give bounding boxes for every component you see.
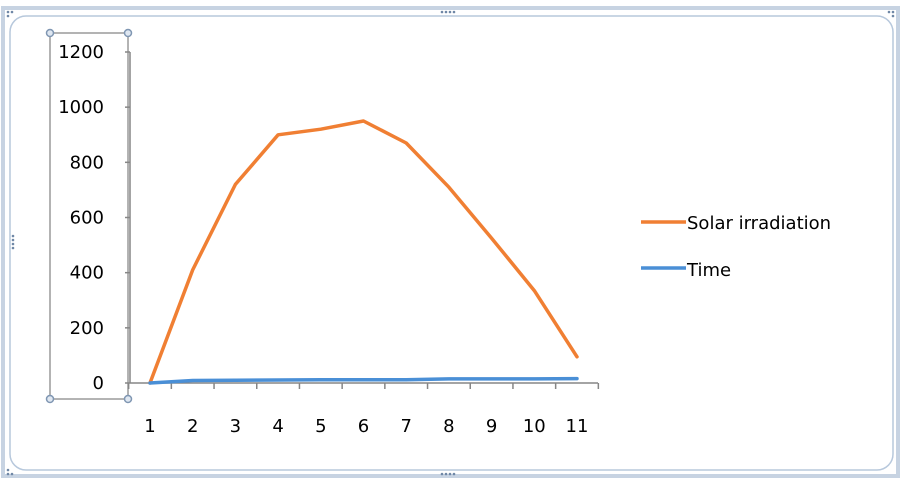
x-axis-ticks: 1 2 3 4 5 6 7 8 9 10 11 [127,383,600,437]
x-tick-label: 9 [486,416,497,437]
x-tick-label: 11 [566,416,589,437]
y-axis-selection-box[interactable] [49,32,129,400]
x-tick-label: 6 [358,416,369,437]
frame-handle-bottom-left[interactable] [6,468,14,476]
x-tick-label: 3 [230,416,241,437]
legend-label-solar-irradiation: Solar irradiation [687,213,831,234]
legend-label-time: Time [686,260,731,281]
y-axis-ticks: 0 200 400 600 800 1000 1200 [58,42,130,394]
x-tick-label: 7 [400,416,411,437]
x-tick-label: 4 [272,416,283,437]
y-tick-label: 400 [70,263,104,284]
frame-handle-left[interactable] [11,234,15,250]
frame-handle-top[interactable] [440,10,456,14]
y-axis-selection-handles[interactable] [45,28,133,404]
frame-handle-top-left[interactable] [6,10,14,18]
y-tick-label: 1200 [58,42,104,63]
y-tick-label: 1000 [58,97,104,118]
series-line-solar-irradiation[interactable] [148,119,579,385]
legend-item-solar-irradiation[interactable]: Solar irradiation [641,213,831,234]
plot-series [148,119,579,385]
legend-item-time[interactable]: Time [641,260,731,281]
legend[interactable]: Solar irradiation Time [641,213,831,281]
frame-handle-bottom[interactable] [440,472,456,476]
chart-area-inner-frame [9,15,894,471]
x-tick-label: 8 [443,416,454,437]
x-tick-label: 1 [144,416,155,437]
y-tick-label: 800 [70,152,104,173]
x-tick-label: 10 [523,416,546,437]
y-tick-label: 600 [70,208,104,229]
x-tick-label: 5 [315,416,326,437]
series-line-time[interactable] [148,376,579,385]
x-tick-label: 2 [187,416,198,437]
frame-handle-top-right[interactable] [887,10,895,18]
y-tick-label: 0 [93,373,104,394]
y-tick-label: 200 [70,318,104,339]
